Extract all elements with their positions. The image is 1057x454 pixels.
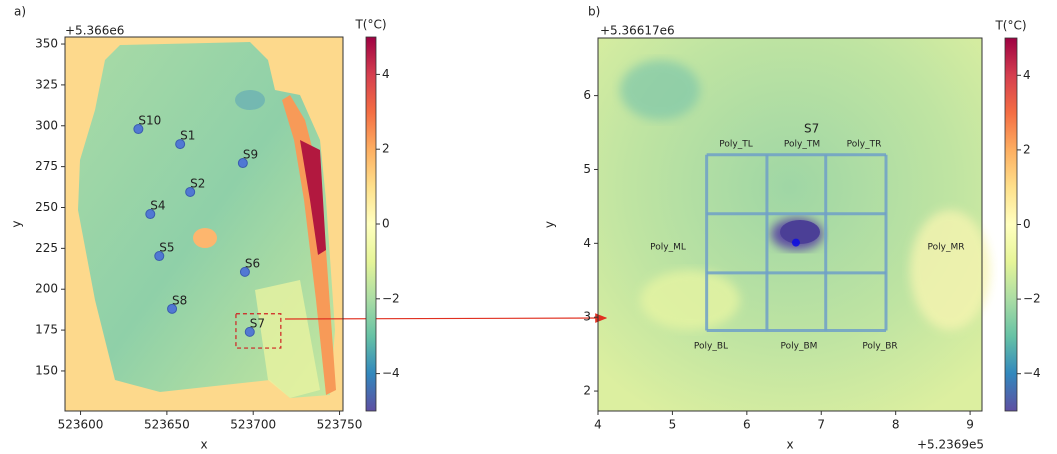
y-tick-label: 325 — [35, 77, 58, 91]
y-tick-label: 350 — [35, 37, 58, 51]
point-label: S9 — [243, 148, 258, 162]
figure: 5236005236505237005237501501752002252502… — [0, 0, 1057, 454]
colorbar-tick-label: 0 — [382, 217, 390, 231]
polygon-label: Poly_TL — [719, 140, 752, 150]
colorbar-tick-label: 2 — [382, 142, 390, 156]
colorbar-label: T(°C) — [354, 18, 386, 32]
y-tick-label: 300 — [35, 118, 58, 132]
polygon-label: Poly_BL — [694, 342, 728, 352]
x-tick-label: 523600 — [58, 418, 104, 432]
point-label: S7 — [250, 316, 265, 330]
x-tick-label: 4 — [594, 418, 602, 432]
x-tick-label: 9 — [966, 418, 974, 432]
x-offset-label: +5.2369e5 — [917, 438, 984, 452]
x-axis-label: x — [200, 438, 207, 452]
colorbar — [1005, 38, 1017, 411]
y-tick-label: 225 — [35, 241, 58, 255]
colorbar-label: T(°C) — [994, 19, 1026, 33]
point-label: S6 — [245, 256, 260, 270]
y-tick-label: 4 — [583, 236, 591, 250]
colorbar-tick-label: −4 — [1023, 366, 1041, 380]
x-tick-label: 523700 — [230, 418, 276, 432]
polygon-label: Poly_TM — [784, 140, 820, 150]
colorbar-tick-label: −2 — [382, 291, 400, 305]
y-axis-label: y — [10, 220, 24, 227]
point-label: S7 — [804, 122, 819, 136]
point-label: S8 — [172, 293, 187, 307]
y-tick-label: 6 — [583, 88, 591, 102]
y-tick-label: 2 — [583, 384, 591, 398]
colorbar-tick-label: 4 — [382, 67, 390, 81]
colorbar-tick-label: 0 — [1023, 217, 1031, 231]
x-tick-label: 7 — [817, 418, 825, 432]
colorbar — [366, 37, 376, 411]
offset-label: +5.366e6 — [65, 24, 124, 38]
colorbar-tick-label: −2 — [1023, 292, 1041, 306]
y-tick-label: 275 — [35, 159, 58, 173]
y-tick-label: 175 — [35, 323, 58, 337]
panel-label: a) — [14, 5, 26, 19]
point-label: S1 — [180, 129, 195, 143]
x-axis-label: x — [786, 438, 793, 452]
point — [792, 239, 800, 247]
polygon-label: Poly_TR — [847, 140, 882, 150]
point-label: S4 — [150, 199, 165, 213]
panel-label: b) — [588, 5, 600, 19]
polygon-label: Poly_ML — [650, 243, 686, 253]
heatmap-b — [598, 38, 990, 411]
x-tick-label: 523750 — [317, 418, 363, 432]
x-tick-label: 523650 — [144, 418, 190, 432]
y-tick-label: 5 — [583, 162, 591, 176]
polygon-label: Poly_BM — [781, 342, 818, 352]
y-tick-label: 200 — [35, 282, 58, 296]
colorbar-tick-label: 2 — [1023, 142, 1031, 156]
polygon-label: Poly_BR — [862, 342, 897, 352]
y-tick-label: 250 — [35, 200, 58, 214]
point-label: S5 — [159, 241, 174, 255]
x-tick-label: 6 — [743, 418, 751, 432]
x-tick-label: 8 — [892, 418, 900, 432]
polygon-label: Poly_MR — [928, 243, 965, 253]
point-label: S2 — [190, 176, 205, 190]
x-tick-label: 5 — [669, 418, 677, 432]
colorbar-tick-label: −4 — [382, 366, 400, 380]
heatmap-a — [65, 37, 343, 411]
y-tick-label: 3 — [583, 310, 591, 324]
colorbar-tick-label: 4 — [1023, 68, 1031, 82]
point-label: S10 — [138, 114, 161, 128]
y-tick-label: 150 — [35, 363, 58, 377]
y-axis-label: y — [543, 221, 557, 228]
offset-label: +5.36617e6 — [600, 24, 675, 38]
